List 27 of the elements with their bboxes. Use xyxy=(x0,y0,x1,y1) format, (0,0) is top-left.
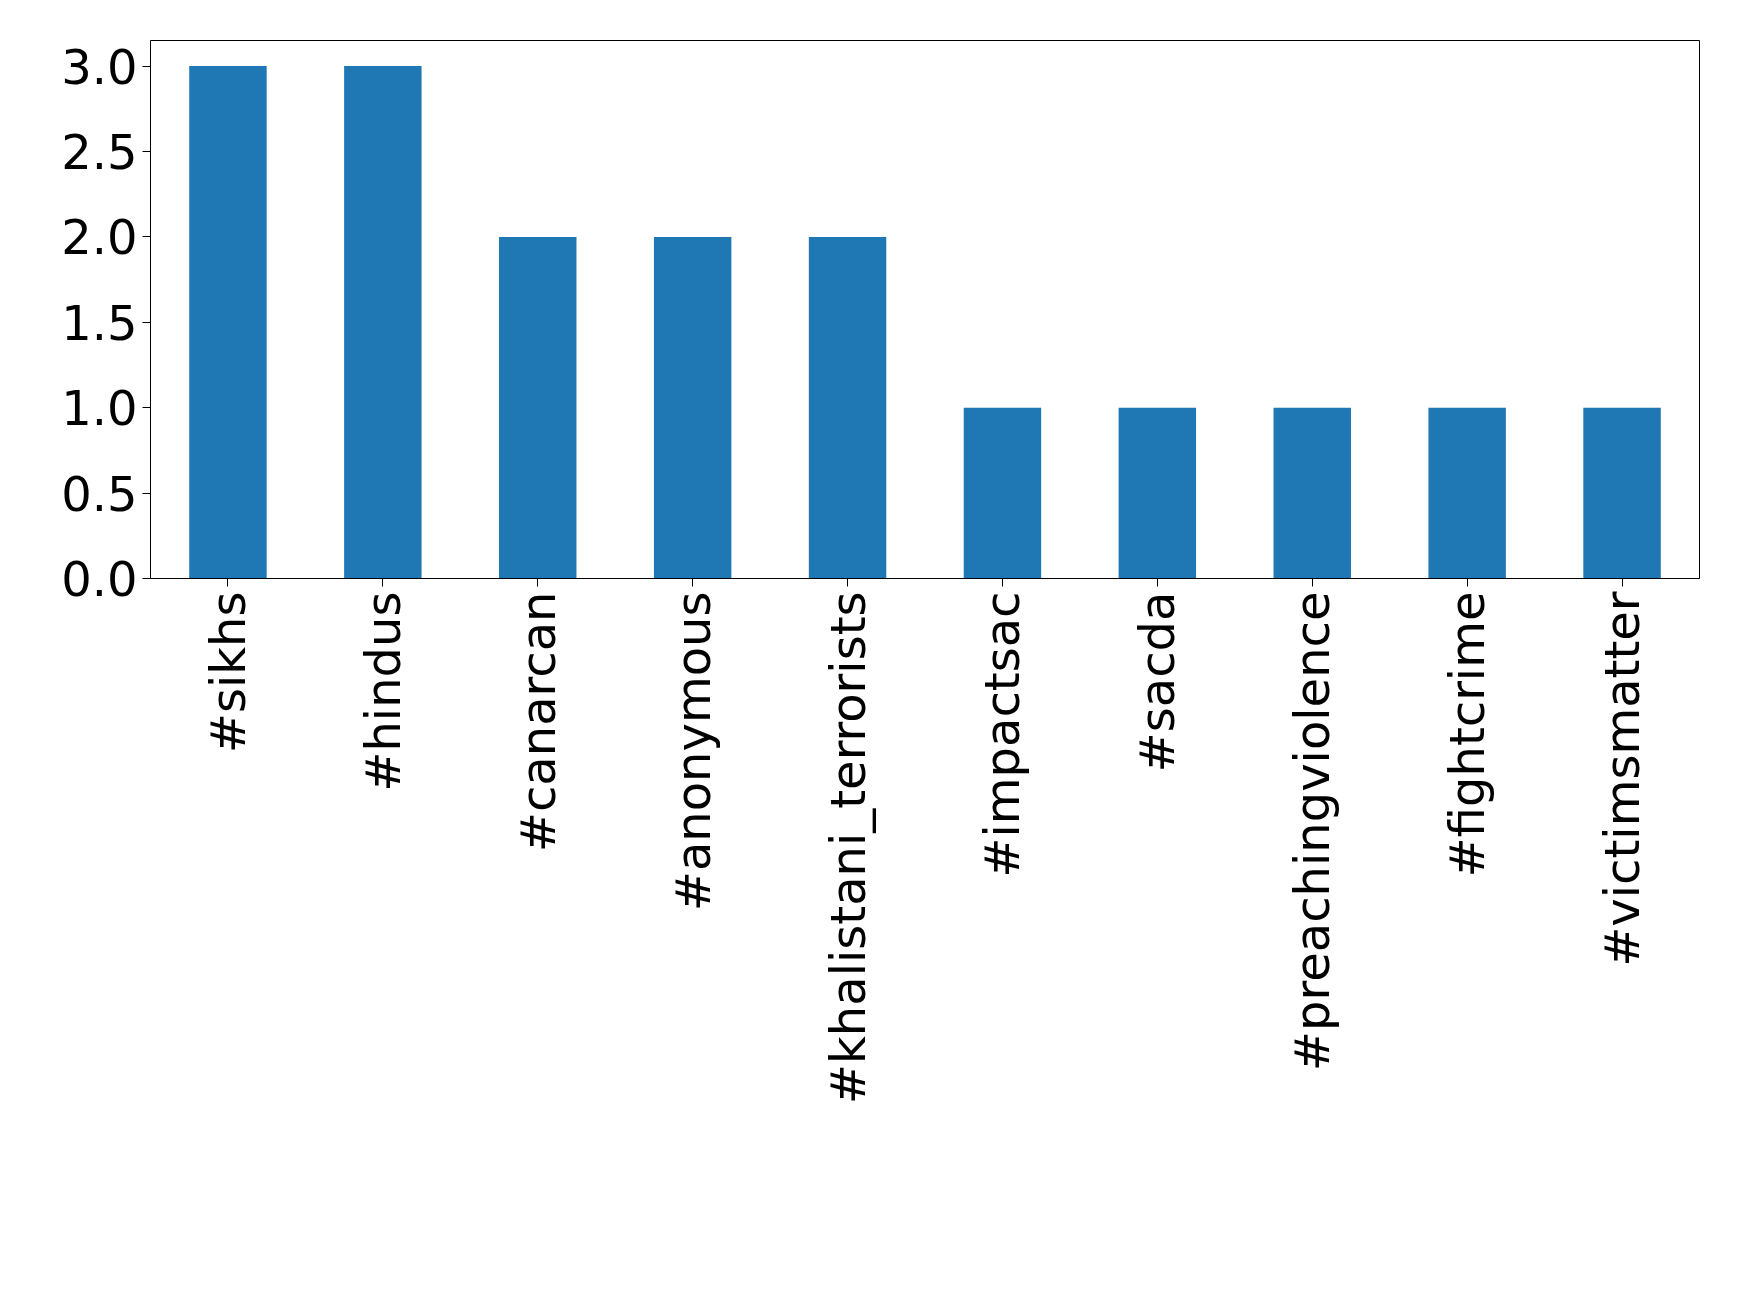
bar xyxy=(808,236,887,579)
bar xyxy=(344,66,422,579)
bar xyxy=(653,236,732,579)
y-tick-label: 1.5 xyxy=(61,294,138,351)
bar xyxy=(1273,407,1351,579)
x-tick-label: #impactsac xyxy=(974,591,1031,878)
x-tick-label: #sikhs xyxy=(199,591,256,754)
x-tick-label: #canarcan xyxy=(509,591,566,853)
bar xyxy=(1428,407,1506,579)
bar xyxy=(499,236,577,579)
x-tick-label: #hindus xyxy=(354,591,411,792)
bar xyxy=(963,407,1042,579)
x-tick-label: #preachingviolence xyxy=(1284,591,1341,1072)
x-tick-label: #fightcrime xyxy=(1439,591,1496,878)
y-tick-label: 3.0 xyxy=(61,38,138,95)
x-tick-label: #anonymous xyxy=(664,591,721,912)
y-tick-label: 0.5 xyxy=(61,465,138,522)
bar xyxy=(1583,407,1661,579)
y-tick-label: 2.0 xyxy=(61,209,138,266)
y-tick-label: 1.0 xyxy=(61,380,138,437)
x-tick-label: #khalistani_terrorists xyxy=(819,591,876,1105)
bar xyxy=(1118,407,1197,579)
y-tick-label: 0.0 xyxy=(61,551,138,607)
x-tick-label: #victimsmatter xyxy=(1594,591,1651,967)
y-tick-label: 2.5 xyxy=(61,124,138,181)
x-tick-label: #sacda xyxy=(1129,591,1186,773)
bar xyxy=(189,66,267,579)
